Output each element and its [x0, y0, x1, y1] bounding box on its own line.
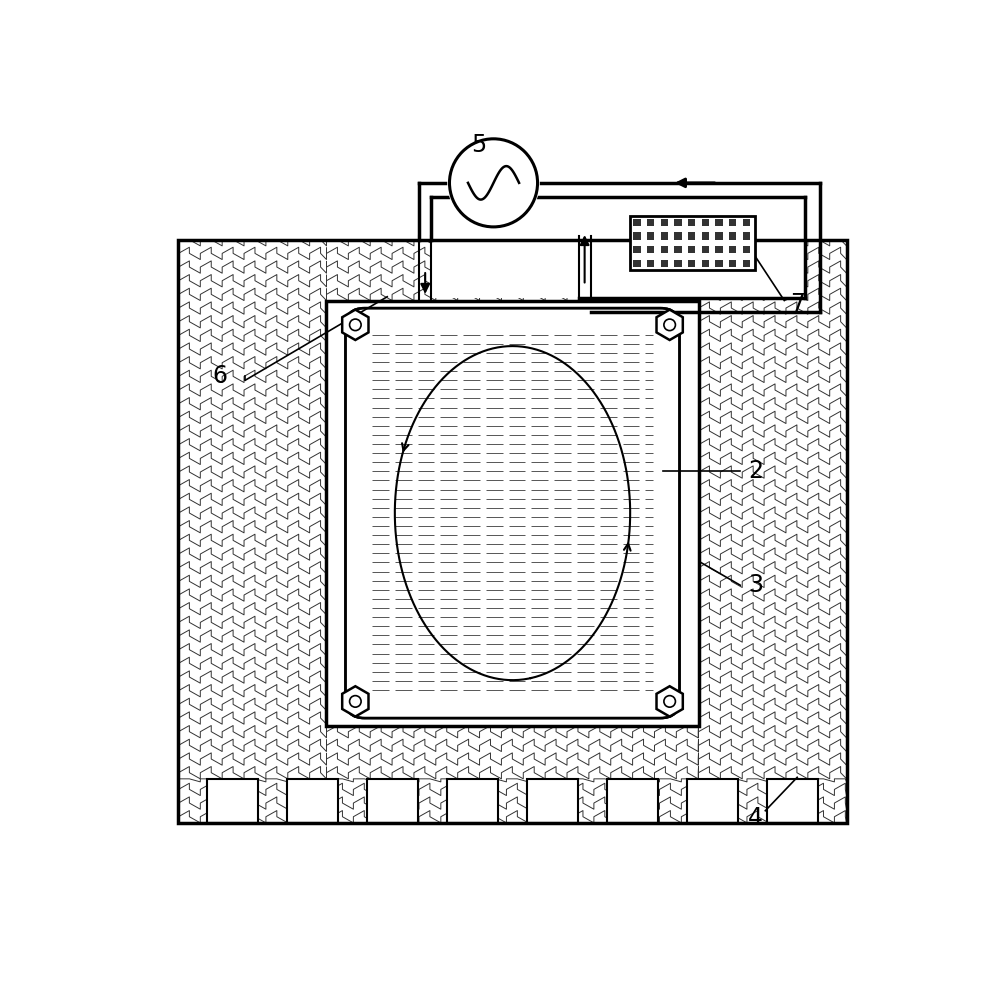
Bar [630, 216, 755, 270]
Bar [715, 259, 723, 267]
Polygon shape [342, 686, 368, 717]
Text: 5: 5 [471, 133, 486, 157]
Bar [661, 232, 668, 240]
Bar [743, 259, 750, 267]
Bar [661, 219, 668, 226]
Bar [743, 232, 750, 240]
Polygon shape [657, 310, 683, 340]
Text: 3: 3 [748, 573, 763, 598]
Bar [687, 779, 738, 823]
Circle shape [449, 139, 538, 227]
Polygon shape [657, 686, 683, 717]
Bar [527, 779, 578, 823]
Polygon shape [342, 310, 368, 340]
Bar [702, 259, 709, 267]
Circle shape [664, 696, 675, 707]
Bar [647, 246, 654, 253]
Bar [688, 219, 695, 226]
Bar [647, 219, 654, 226]
Bar [674, 219, 682, 226]
Text: 4: 4 [748, 807, 763, 830]
Bar [633, 246, 641, 253]
Circle shape [350, 696, 361, 707]
Bar [607, 779, 658, 823]
Bar [674, 232, 682, 240]
Bar [702, 246, 709, 253]
Bar [447, 779, 498, 823]
Bar [647, 259, 654, 267]
Bar [702, 219, 709, 226]
Bar [647, 232, 654, 240]
Bar [674, 259, 682, 267]
Text: 2: 2 [748, 459, 763, 483]
Text: 7: 7 [790, 292, 805, 317]
Bar [767, 779, 818, 823]
Bar [178, 240, 847, 823]
Circle shape [350, 319, 361, 330]
Bar [743, 246, 750, 253]
Bar [715, 219, 723, 226]
Bar [743, 219, 750, 226]
Bar [729, 259, 736, 267]
FancyBboxPatch shape [326, 301, 699, 726]
Bar [367, 779, 418, 823]
Bar [661, 246, 668, 253]
Bar [715, 232, 723, 240]
Bar [688, 259, 695, 267]
Bar [702, 232, 709, 240]
Bar [630, 216, 755, 270]
Bar [633, 259, 641, 267]
Bar [729, 219, 736, 226]
Bar [633, 232, 641, 240]
Circle shape [664, 319, 675, 330]
Bar [688, 246, 695, 253]
Bar [674, 246, 682, 253]
Bar [178, 240, 847, 779]
Bar [688, 232, 695, 240]
Bar [431, 196, 805, 298]
Bar [661, 259, 668, 267]
Bar [729, 232, 736, 240]
Text: 6: 6 [213, 365, 228, 388]
Bar [633, 219, 641, 226]
FancyBboxPatch shape [345, 308, 680, 718]
Circle shape [447, 136, 540, 229]
Bar [729, 246, 736, 253]
Bar [715, 246, 723, 253]
Bar [207, 779, 258, 823]
Bar [287, 779, 338, 823]
